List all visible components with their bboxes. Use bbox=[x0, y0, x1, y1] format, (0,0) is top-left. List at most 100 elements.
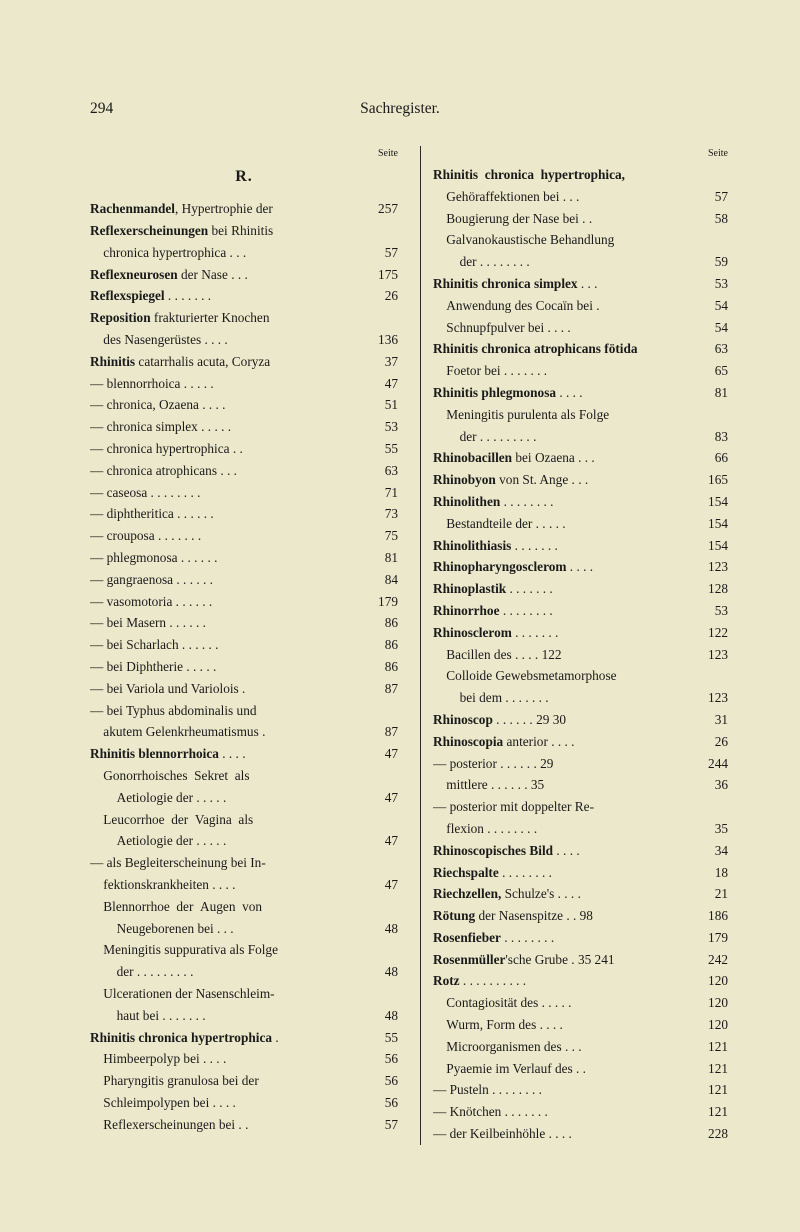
entry-text: flexion . . . . . . . . bbox=[433, 818, 709, 840]
entry-text: Reposition frakturierter Knochen bbox=[90, 307, 392, 329]
index-entry: Rhinobacillen bei Ozaena . . .66 bbox=[433, 447, 728, 469]
entry-page: 122 bbox=[702, 622, 728, 644]
entry-page: 31 bbox=[709, 709, 728, 731]
entry-text: Rosenfieber . . . . . . . . bbox=[433, 927, 702, 949]
entry-page: 179 bbox=[702, 927, 728, 949]
entry-text: Aetiologie der . . . . . bbox=[90, 787, 379, 809]
entry-text: Rhinopharyngosclerom . . . . bbox=[433, 556, 702, 578]
entry-text: Riechzellen, Schulze's . . . . bbox=[433, 883, 709, 905]
entry-page: 123 bbox=[702, 644, 728, 666]
entry-text: — chronica hypertrophica . . bbox=[90, 438, 379, 460]
index-entry: — bei Masern . . . . . .86 bbox=[90, 612, 398, 634]
index-entry: der . . . . . . . .59 bbox=[433, 251, 728, 273]
entry-text: Leucorrhoe der Vagina als bbox=[90, 809, 392, 831]
entry-text: Anwendung des Cocaïn bei . bbox=[433, 295, 709, 317]
entry-text: — bei Typhus abdominalis und bbox=[90, 700, 392, 722]
entry-text: Schleimpolypen bei . . . . bbox=[90, 1092, 379, 1114]
entry-page: 257 bbox=[372, 198, 398, 220]
entry-text: — gangraenosa . . . . . . bbox=[90, 569, 379, 591]
entry-page: 47 bbox=[379, 874, 398, 896]
page: 294 Sachregister. Seite R. Rachenmandel,… bbox=[0, 0, 800, 1232]
entry-page: 154 bbox=[702, 513, 728, 535]
index-entry: mittlere . . . . . . 3536 bbox=[433, 774, 728, 796]
entry-text: Rhinoscopisches Bild . . . . bbox=[433, 840, 709, 862]
entry-page: 57 bbox=[709, 186, 728, 208]
entry-text: Gehöraffektionen bei . . . bbox=[433, 186, 709, 208]
index-entry: Colloide Gewebsmetamorphose bbox=[433, 665, 728, 687]
index-entry: — der Keilbeinhöhle . . . .228 bbox=[433, 1123, 728, 1145]
entry-text: Reflexerscheinungen bei Rhinitis bbox=[90, 220, 392, 242]
entry-page: 59 bbox=[709, 251, 728, 273]
entry-text: Ulcerationen der Nasenschleim- bbox=[90, 983, 392, 1005]
entry-text: der . . . . . . . . bbox=[433, 251, 709, 273]
index-entry: Meningitis purulenta als Folge bbox=[433, 404, 728, 426]
entry-text: — posterior mit doppelter Re- bbox=[433, 796, 722, 818]
index-entry: — vasomotoria . . . . . .179 bbox=[90, 591, 398, 613]
index-entry: Rhinitis phlegmonosa . . . .81 bbox=[433, 382, 728, 404]
index-entry: Rhinitis blennorrhoica . . . .47 bbox=[90, 743, 398, 765]
entry-text: — als Begleiterscheinung bei In- bbox=[90, 852, 392, 874]
entry-text: Rhinitis chronica atrophicans fötida bbox=[433, 338, 709, 360]
index-entry: Rosenfieber . . . . . . . .179 bbox=[433, 927, 728, 949]
entry-page: 63 bbox=[379, 460, 398, 482]
entry-text: Rhinitis catarrhalis acuta, Coryza bbox=[90, 351, 379, 373]
entry-page: 175 bbox=[372, 264, 398, 286]
entry-page: 73 bbox=[379, 503, 398, 525]
entry-text: — bei Masern . . . . . . bbox=[90, 612, 379, 634]
entry-text: Rhinolithiasis . . . . . . . bbox=[433, 535, 702, 557]
entry-page: 154 bbox=[702, 535, 728, 557]
index-entry: — blennorrhoica . . . . .47 bbox=[90, 373, 398, 395]
index-entry: Schnupfpulver bei . . . .54 bbox=[433, 317, 728, 339]
entry-text: — bei Scharlach . . . . . . bbox=[90, 634, 379, 656]
entry-page: 66 bbox=[709, 447, 728, 469]
index-entry: Rhinitis catarrhalis acuta, Coryza37 bbox=[90, 351, 398, 373]
page-header: 294 Sachregister. bbox=[90, 100, 738, 118]
entry-page: 53 bbox=[709, 273, 728, 295]
index-entry: Riechzellen, Schulze's . . . .21 bbox=[433, 883, 728, 905]
index-entry: — chronica atrophicans . . .63 bbox=[90, 460, 398, 482]
index-entry: Rhinopharyngosclerom . . . .123 bbox=[433, 556, 728, 578]
index-entry: flexion . . . . . . . .35 bbox=[433, 818, 728, 840]
entry-text: — bei Diphtherie . . . . . bbox=[90, 656, 379, 678]
entry-text: Rotz . . . . . . . . . . bbox=[433, 970, 702, 992]
entry-text: Meningitis purulenta als Folge bbox=[433, 404, 722, 426]
entry-text: — posterior . . . . . . 29 bbox=[433, 753, 702, 775]
entry-page: 55 bbox=[379, 438, 398, 460]
entry-page: 34 bbox=[709, 840, 728, 862]
entry-text: fektionskrankheiten . . . . bbox=[90, 874, 379, 896]
index-entry: Rhinolithiasis . . . . . . .154 bbox=[433, 535, 728, 557]
index-entry: fektionskrankheiten . . . .47 bbox=[90, 874, 398, 896]
entry-text: — chronica, Ozaena . . . . bbox=[90, 394, 379, 416]
index-entry: Reposition frakturierter Knochen bbox=[90, 307, 398, 329]
entry-page: 86 bbox=[379, 634, 398, 656]
entry-page: 165 bbox=[702, 469, 728, 491]
entry-page: 244 bbox=[702, 753, 728, 775]
index-entry: Anwendung des Cocaïn bei .54 bbox=[433, 295, 728, 317]
entry-page: 56 bbox=[379, 1070, 398, 1092]
entry-page: 87 bbox=[379, 721, 398, 743]
entry-text: Rhinitis chronica simplex . . . bbox=[433, 273, 709, 295]
index-entry: Aetiologie der . . . . .47 bbox=[90, 787, 398, 809]
content-columns: Seite R. Rachenmandel, Hypertrophie der2… bbox=[90, 146, 738, 1145]
entry-text: Rhinobyon von St. Ange . . . bbox=[433, 469, 702, 491]
index-entry: Rhinosclerom . . . . . . .122 bbox=[433, 622, 728, 644]
entry-page: 81 bbox=[709, 382, 728, 404]
entry-page: 54 bbox=[709, 317, 728, 339]
entry-text: — diphtheritica . . . . . . bbox=[90, 503, 379, 525]
entry-page: 47 bbox=[379, 743, 398, 765]
entry-text: Rhinitis phlegmonosa . . . . bbox=[433, 382, 709, 404]
index-entry: — chronica, Ozaena . . . .51 bbox=[90, 394, 398, 416]
entry-page: 84 bbox=[379, 569, 398, 591]
entry-page: 86 bbox=[379, 656, 398, 678]
entry-text: Microorganismen des . . . bbox=[433, 1036, 702, 1058]
seite-label-left: Seite bbox=[90, 146, 398, 160]
index-entry: — bei Scharlach . . . . . .86 bbox=[90, 634, 398, 656]
entry-page: 121 bbox=[702, 1079, 728, 1101]
entry-page: 228 bbox=[702, 1123, 728, 1145]
entry-text: — blennorrhoica . . . . . bbox=[90, 373, 379, 395]
entry-text: des Nasengerüstes . . . . bbox=[90, 329, 372, 351]
entry-page: 65 bbox=[709, 360, 728, 382]
index-entry: Contagiosität des . . . . .120 bbox=[433, 992, 728, 1014]
index-entry: — Pusteln . . . . . . . .121 bbox=[433, 1079, 728, 1101]
entry-page: 51 bbox=[379, 394, 398, 416]
